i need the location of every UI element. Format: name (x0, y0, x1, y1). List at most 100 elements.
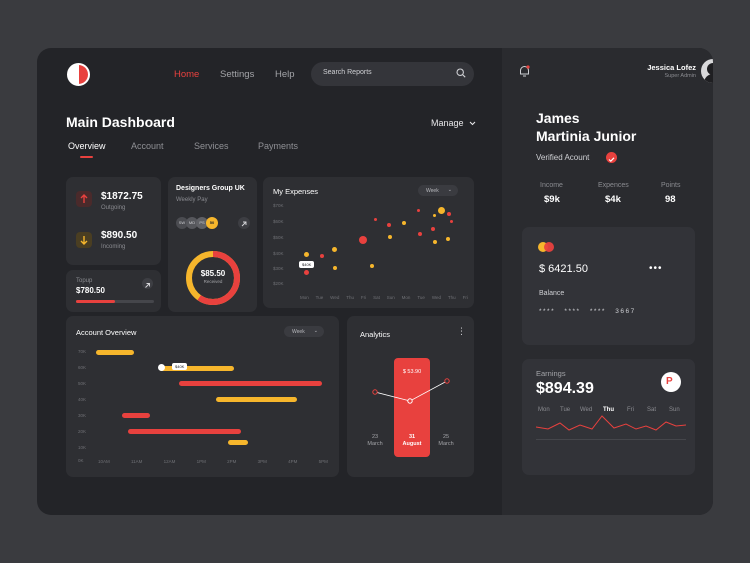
analytics-highlight-column[interactable] (394, 358, 430, 457)
y-tick: 30K (78, 413, 87, 418)
x-tick: Tue (315, 295, 324, 300)
main-panel: Home Settings Help Search Reports Main D… (37, 48, 502, 515)
scatter-point (304, 252, 309, 257)
expenses-x-axis: Mon Tue Wed Thu Fri Sat Sun Mon Tue Wed … (300, 295, 468, 300)
day-label: Sat (647, 407, 657, 413)
account-filter-dropdown[interactable]: Week ⌄ (284, 326, 324, 337)
avatar[interactable] (701, 59, 713, 83)
card-more-icon[interactable]: ••• (649, 263, 663, 274)
profile-panel: Jessica Lofez Super Admin James Martinia… (502, 48, 713, 515)
scatter-point (433, 214, 436, 217)
profile-name-last: Martinia Junior (536, 128, 637, 144)
analytics-date-month: August (402, 441, 422, 447)
logo-icon[interactable] (67, 63, 90, 86)
arrow-up-right-icon[interactable] (142, 278, 153, 289)
check-icon (606, 152, 617, 163)
account-overview-card: Account Overview Week ⌄ 70K 60K 50K 40K 3… (66, 316, 339, 477)
day-label-active[interactable]: Thu (603, 407, 614, 413)
analytics-date-day: 31 (408, 434, 416, 440)
account-filter-label: Week (292, 329, 305, 335)
account-overview-title: Account Overview (76, 328, 137, 337)
tab-payments[interactable]: Payments (258, 141, 299, 151)
page-title: Main Dashboard (66, 114, 175, 130)
x-tick: Thu (346, 295, 355, 300)
tab-services[interactable]: Services (194, 141, 229, 151)
scatter-point (387, 223, 391, 227)
y-tick: 60K (78, 365, 87, 370)
x-tick: Sat (373, 295, 380, 300)
nav-settings[interactable]: Settings (220, 69, 255, 80)
expenses-filter-dropdown[interactable]: Week ⌄ (418, 185, 458, 196)
scatter-point (374, 218, 377, 221)
y-tick: $30K (273, 266, 284, 271)
tab-overview[interactable]: Overview (68, 141, 106, 151)
account-tooltip: $40K (172, 363, 188, 370)
gantt-bar (128, 429, 241, 434)
credit-card[interactable]: $ 6421.50 ••• Balance **** **** **** 366… (522, 227, 695, 345)
scatter-point (388, 235, 392, 239)
topup-card[interactable]: Topup $780.50 (66, 270, 161, 312)
scatter-point (304, 270, 309, 275)
gantt-bar (228, 440, 248, 445)
stat-value-points: 98 (665, 194, 676, 205)
search-input[interactable]: Search Reports (311, 62, 474, 86)
x-tick: Fri (462, 295, 468, 300)
paypal-icon[interactable]: P (661, 372, 681, 392)
avatar-stack: SW MD PS 50 (176, 217, 236, 230)
x-tick: 12AM (163, 459, 176, 464)
card-number: **** **** **** 3667 (539, 308, 636, 315)
chevron-down-icon (469, 121, 476, 126)
nav-home[interactable]: Home (174, 69, 200, 80)
dashboard-window: Home Settings Help Search Reports Main D… (37, 48, 713, 515)
x-tick: Mon (401, 295, 411, 300)
manage-label: Manage (431, 118, 464, 128)
search-icon[interactable] (456, 68, 466, 78)
analytics-date-day: 23 (371, 434, 379, 440)
avatar: PS (196, 217, 208, 229)
scatter-point (418, 232, 422, 236)
scatter-point (450, 220, 453, 223)
x-tick: 1PM (196, 459, 206, 464)
x-tick: Tue (417, 295, 425, 300)
chevron-down-icon: ⌄ (313, 328, 318, 334)
earnings-amount: $894.39 (536, 380, 594, 397)
y-tick: 20K (78, 429, 87, 434)
stat-value-income: $9k (544, 194, 560, 205)
incoming-amount: $890.50 (101, 230, 138, 241)
avatar-count: 50 (206, 217, 218, 229)
user-name: Jessica Lofez (647, 63, 696, 72)
analytics-highlight-value: $ 53.90 (402, 369, 422, 375)
scatter-point (431, 227, 435, 231)
topup-progress-track (76, 300, 154, 303)
x-tick: 11AM (131, 459, 143, 464)
verified-label: Verified Acount (536, 153, 590, 162)
scatter-point (359, 236, 367, 244)
manage-dropdown[interactable]: Manage (431, 118, 476, 128)
day-label: Sun (669, 407, 680, 413)
earnings-label: Earnings (536, 369, 566, 378)
outgoing-arrow-icon (76, 191, 92, 207)
analytics-date-month: March (438, 441, 454, 447)
tab-account[interactable]: Account (131, 141, 164, 151)
outgoing-label: Outgoing (101, 205, 126, 211)
mastercard-icon (544, 242, 554, 252)
analytics-card: Analytics ⋮ $ 53.90 23 March 31 August 2… (347, 316, 474, 477)
divider (536, 439, 686, 440)
day-label: Mon (538, 407, 550, 413)
analytics-date-month: March (367, 441, 383, 447)
balance-label: Balance (539, 290, 565, 297)
stat-label-expences: Expences (598, 182, 629, 189)
more-vertical-icon[interactable]: ⋮ (457, 326, 466, 336)
user-role: Super Admin (664, 73, 697, 79)
my-expenses-card: My Expenses Week ⌄ $70K $60K $50K $40K $3… (263, 177, 474, 308)
stat-value-expences: $4k (605, 194, 621, 205)
avatar: SW (176, 217, 188, 229)
profile-name-first: James (536, 110, 580, 126)
x-tick: 2PM (227, 459, 237, 464)
nav-help[interactable]: Help (275, 69, 295, 80)
gantt-bar (159, 366, 234, 371)
bell-icon[interactable] (518, 64, 531, 78)
gantt-bar (122, 413, 150, 418)
arrow-up-right-icon[interactable] (238, 217, 250, 229)
scatter-point (402, 221, 406, 225)
